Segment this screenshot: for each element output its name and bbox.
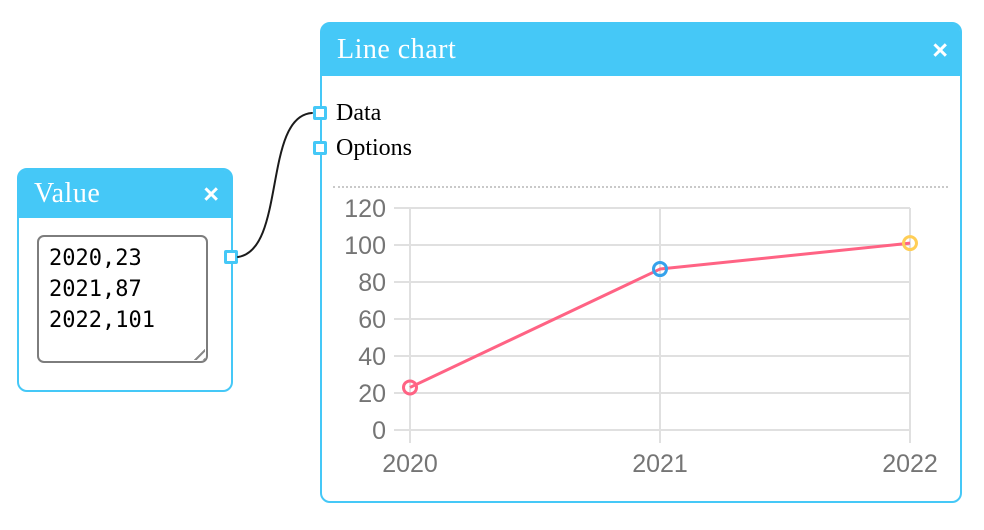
- y-axis-label: 40: [358, 343, 386, 371]
- x-axis-label: 2022: [882, 450, 938, 478]
- value-node-header[interactable]: Value ×: [19, 170, 231, 218]
- y-axis-label: 120: [344, 195, 386, 223]
- value-output-port[interactable]: [224, 250, 238, 264]
- x-axis-label: 2021: [632, 450, 688, 478]
- y-axis-label: 20: [358, 380, 386, 408]
- connection-cable: [237, 112, 313, 258]
- value-input[interactable]: 2020,23 2021,87 2022,101: [37, 235, 208, 363]
- options-port-label: Options: [336, 135, 413, 161]
- line-chart-node-title: Line chart: [337, 34, 457, 65]
- x-axis-label: 2020: [382, 450, 438, 478]
- line-chart-node-header[interactable]: Line chart ×: [322, 24, 960, 76]
- line-series: [409, 241, 911, 389]
- line-chart-node: Line chart × Data Options 0 20 40 60 80 100 12…: [313, 22, 962, 503]
- line-chart-close-button[interactable]: ×: [932, 34, 948, 65]
- y-axis-label: 80: [358, 269, 386, 297]
- data-point: [652, 261, 668, 278]
- y-axis-label: 100: [344, 232, 386, 260]
- value-close-button[interactable]: ×: [203, 178, 219, 209]
- data-point: [902, 235, 918, 252]
- line-chart: 0 20 40 60 80 100 120 2020 2021 2022: [344, 195, 938, 478]
- data-port-label: Data: [336, 100, 382, 126]
- y-axis-label: 60: [358, 306, 386, 334]
- close-icon: ×: [932, 34, 948, 65]
- data-input-port[interactable]: [313, 106, 327, 120]
- close-icon: ×: [203, 178, 219, 209]
- value-node-title: Value: [34, 178, 101, 209]
- chart-divider: [333, 186, 948, 188]
- y-axis-label: 0: [372, 417, 386, 445]
- data-point: [402, 379, 418, 396]
- value-node: Value × 2020,23 2021,87 2022,101: [17, 168, 238, 392]
- options-input-port[interactable]: [313, 141, 327, 155]
